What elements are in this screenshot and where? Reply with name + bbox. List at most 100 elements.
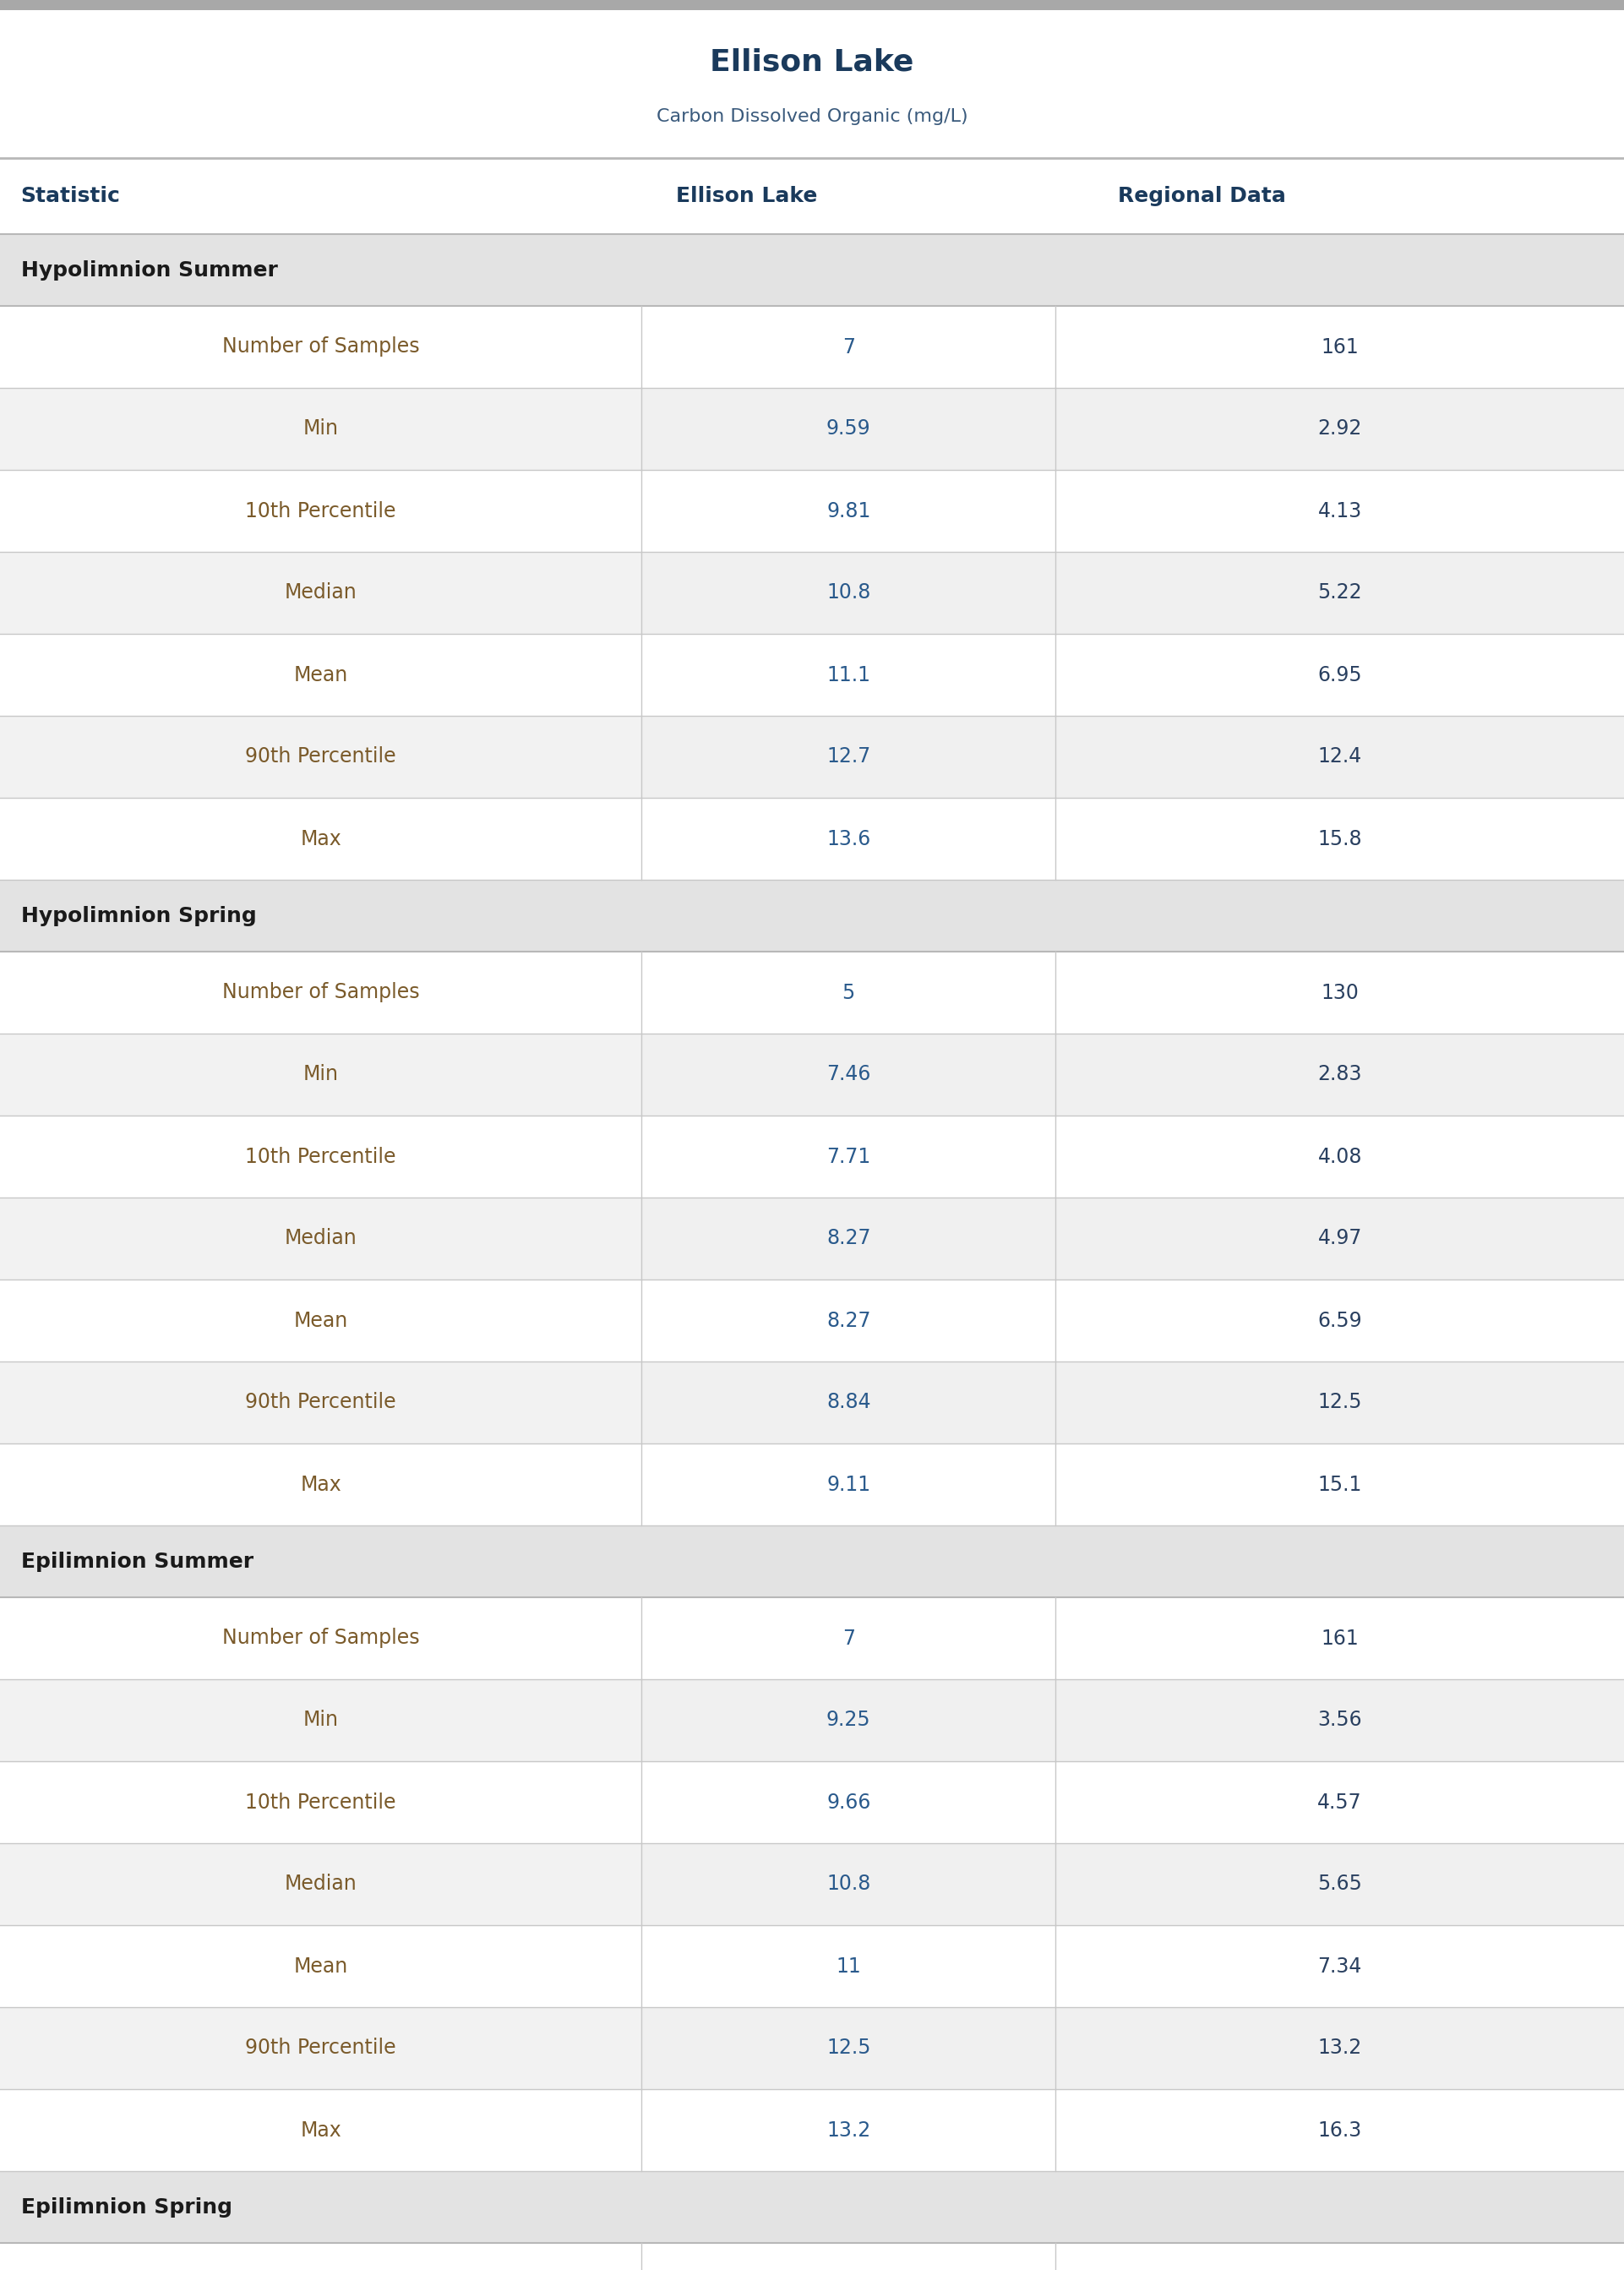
- Bar: [0, 1444, 1624, 1525]
- Text: 5.22: 5.22: [1317, 583, 1363, 604]
- Text: 90th Percentile: 90th Percentile: [245, 747, 396, 767]
- Text: Statistic: Statistic: [21, 186, 120, 207]
- Text: 7.46: 7.46: [827, 1065, 870, 1085]
- Text: 4.97: 4.97: [1317, 1228, 1363, 1249]
- Bar: [0, 2243, 1624, 2270]
- Bar: [0, 1362, 1624, 1444]
- Text: 12.7: 12.7: [827, 747, 870, 767]
- Text: Max: Max: [300, 829, 341, 849]
- Bar: [641, 1362, 1624, 1444]
- Text: 130: 130: [1320, 983, 1359, 1003]
- Text: 8.27: 8.27: [827, 1228, 870, 1249]
- Text: Min: Min: [304, 418, 338, 438]
- Bar: [0, 2088, 1624, 2170]
- Text: 4.13: 4.13: [1317, 502, 1363, 522]
- Bar: [0, 9, 1624, 159]
- Text: Ellison Lake: Ellison Lake: [710, 48, 914, 77]
- Bar: [641, 1033, 1624, 1115]
- Text: 16.3: 16.3: [1317, 2120, 1363, 2141]
- Text: 6.95: 6.95: [1317, 665, 1363, 686]
- Bar: [0, 633, 1624, 715]
- Text: 9.11: 9.11: [827, 1473, 870, 1494]
- Text: 11: 11: [836, 1957, 861, 1977]
- Bar: [0, 1843, 1624, 1925]
- Text: 13.2: 13.2: [827, 2120, 870, 2141]
- Text: 12.4: 12.4: [1317, 747, 1363, 767]
- Bar: [0, 1199, 1624, 1280]
- Text: 9.59: 9.59: [827, 418, 870, 438]
- Bar: [641, 1843, 1624, 1925]
- Bar: [0, 2007, 1624, 2088]
- Bar: [0, 1280, 1624, 1362]
- Bar: [0, 1115, 1624, 1199]
- Text: Median: Median: [284, 583, 357, 604]
- Bar: [0, 552, 1624, 633]
- Text: 10th Percentile: 10th Percentile: [245, 502, 396, 522]
- Text: Min: Min: [304, 1709, 338, 1730]
- Bar: [0, 797, 1624, 881]
- Text: Mean: Mean: [294, 1310, 348, 1330]
- Text: 161: 161: [1320, 336, 1359, 356]
- Text: 5.65: 5.65: [1317, 1875, 1363, 1895]
- Text: 12.5: 12.5: [1317, 1392, 1363, 1412]
- Text: Max: Max: [300, 1473, 341, 1494]
- Text: Median: Median: [284, 1875, 357, 1895]
- Text: Epilimnion Summer: Epilimnion Summer: [21, 1550, 253, 1571]
- Bar: [0, 306, 1624, 388]
- Text: Regional Data: Regional Data: [1117, 186, 1286, 207]
- Text: Min: Min: [304, 1065, 338, 1085]
- Bar: [641, 715, 1624, 797]
- Bar: [0, 388, 1624, 470]
- Text: Median: Median: [284, 1228, 357, 1249]
- Bar: [641, 388, 1624, 470]
- Text: 9.81: 9.81: [827, 502, 870, 522]
- Text: Hypolimnion Spring: Hypolimnion Spring: [21, 906, 257, 926]
- Text: 3.56: 3.56: [1317, 1709, 1363, 1730]
- Bar: [0, 1762, 1624, 1843]
- Bar: [0, 1525, 1624, 1598]
- Text: 7.71: 7.71: [827, 1146, 870, 1167]
- Text: 10.8: 10.8: [827, 1875, 870, 1895]
- Text: 7: 7: [843, 336, 854, 356]
- Text: 4.57: 4.57: [1317, 1791, 1363, 1811]
- Text: 2.83: 2.83: [1317, 1065, 1363, 1085]
- Bar: [0, 2170, 1624, 2243]
- Text: Ellison Lake: Ellison Lake: [676, 186, 818, 207]
- Bar: [0, 1033, 1624, 1115]
- Bar: [0, 0, 1624, 9]
- Bar: [641, 552, 1624, 633]
- Bar: [0, 715, 1624, 797]
- Text: 15.1: 15.1: [1317, 1473, 1363, 1494]
- Text: Number of Samples: Number of Samples: [222, 983, 419, 1003]
- Text: 9.66: 9.66: [827, 1791, 870, 1811]
- Text: Number of Samples: Number of Samples: [222, 1628, 419, 1648]
- Text: 12.5: 12.5: [827, 2038, 870, 2059]
- Bar: [0, 1925, 1624, 2007]
- Bar: [0, 234, 1624, 306]
- Text: 10th Percentile: 10th Percentile: [245, 1791, 396, 1811]
- Text: Number of Samples: Number of Samples: [222, 336, 419, 356]
- Text: Epilimnion Spring: Epilimnion Spring: [21, 2197, 232, 2218]
- Text: Carbon Dissolved Organic (mg/L): Carbon Dissolved Organic (mg/L): [656, 109, 968, 125]
- Text: 5: 5: [843, 983, 854, 1003]
- Text: Mean: Mean: [294, 665, 348, 686]
- Bar: [0, 470, 1624, 552]
- Text: Mean: Mean: [294, 1957, 348, 1977]
- Bar: [0, 881, 1624, 951]
- Text: 2.92: 2.92: [1317, 418, 1363, 438]
- Text: 13.2: 13.2: [1317, 2038, 1363, 2059]
- Text: 6.59: 6.59: [1317, 1310, 1363, 1330]
- Text: 8.84: 8.84: [827, 1392, 870, 1412]
- Bar: [0, 159, 1624, 234]
- Text: 9.25: 9.25: [827, 1709, 870, 1730]
- Text: Max: Max: [300, 2120, 341, 2141]
- Text: 90th Percentile: 90th Percentile: [245, 2038, 396, 2059]
- Bar: [641, 1680, 1624, 1762]
- Text: 10th Percentile: 10th Percentile: [245, 1146, 396, 1167]
- Bar: [641, 2007, 1624, 2088]
- Text: 4.08: 4.08: [1317, 1146, 1363, 1167]
- Text: 161: 161: [1320, 1628, 1359, 1648]
- Text: 11.1: 11.1: [827, 665, 870, 686]
- Text: 8.27: 8.27: [827, 1310, 870, 1330]
- Bar: [0, 1598, 1624, 1680]
